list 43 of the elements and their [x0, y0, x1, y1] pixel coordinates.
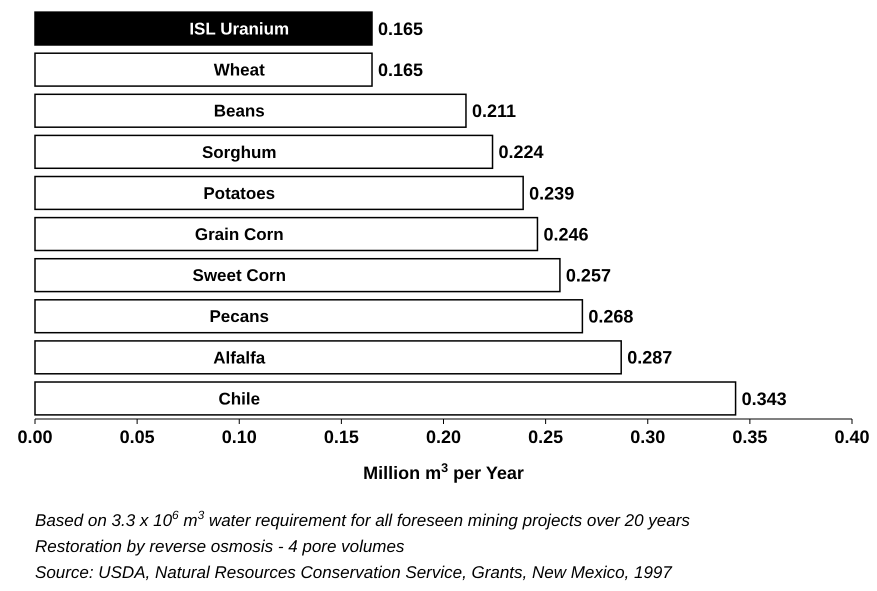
bar: [34, 11, 373, 46]
bar: [34, 381, 736, 416]
source-note: Source: USDA, Natural Resources Conservation Service, Grants, New Mexico, 1997: [35, 563, 672, 582]
x-tick-label: 0.25: [528, 427, 564, 447]
y-tick-label: Sorghum: [202, 142, 277, 162]
data-label: 0.165: [378, 60, 424, 80]
x-tick-label: 0.40: [834, 427, 870, 447]
y-tick-label: Sweet Corn: [192, 266, 286, 286]
data-label: 0.257: [566, 265, 611, 286]
bar: [34, 94, 467, 128]
data-label: 0.268: [588, 306, 634, 327]
y-tick-label: Wheat: [214, 60, 266, 80]
bar: [34, 176, 524, 210]
data-label: 0.287: [627, 348, 672, 368]
bar: [34, 258, 561, 292]
x-tick-label: 0.35: [732, 427, 768, 447]
x-tick-label: 0.10: [222, 427, 257, 447]
y-tick-label: Chile: [218, 389, 260, 408]
data-label: 0.224: [498, 142, 544, 162]
y-tick-label: Beans: [214, 102, 265, 121]
x-tick-label: 0.30: [630, 427, 666, 447]
y-tick-label: Grain Corn: [194, 225, 284, 244]
data-label: 0.211: [472, 101, 516, 122]
text: Restoration by reverse osmosis - 4 pore volumes: [35, 537, 405, 556]
x-tick-label: 0.15: [324, 427, 359, 447]
y-tick-label: Pecans: [209, 307, 270, 326]
text: Based on 3.3 x 10$^{6}$ m$^{3}$ water requirement for all foreseen mining projects over 20 years: [35, 508, 690, 530]
x-tick-label: 0.00: [17, 427, 53, 447]
y-tick-label: Potatoes: [203, 184, 276, 203]
x-tick-label: 0.05: [120, 427, 155, 447]
bar: [34, 52, 373, 87]
x-axis-title: Million m$^{3}$ per Year: [363, 461, 524, 483]
bar: [34, 134, 494, 170]
data-label: 0.239: [529, 183, 574, 204]
data-label: 0.165: [378, 18, 424, 39]
x-tick-label: 0.20: [426, 427, 462, 447]
data-label: 0.343: [742, 388, 787, 409]
y-tick-label: ISL Uranium: [189, 20, 290, 38]
data-label: 0.246: [543, 224, 588, 244]
bar: [34, 340, 622, 375]
bar: [34, 216, 538, 252]
y-tick-label: Alfalfa: [213, 348, 266, 368]
bar: [34, 299, 584, 334]
